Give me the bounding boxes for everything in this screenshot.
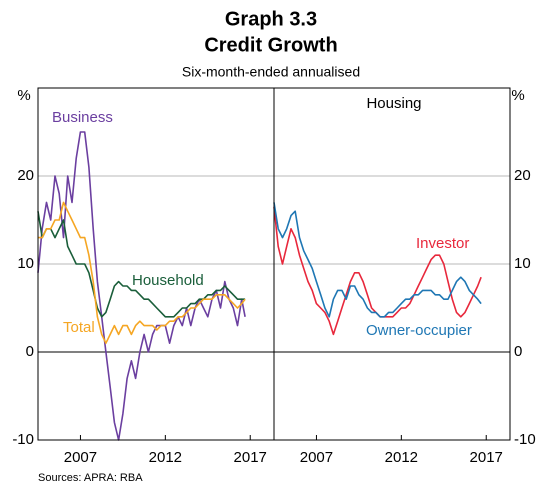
y-tick-label: 20 <box>514 167 531 184</box>
y-tick-label: 10 <box>17 255 34 272</box>
chart-note: Six-month-ended annualised <box>182 64 360 80</box>
series-label: Investor <box>416 235 469 252</box>
y-tick-label: -10 <box>514 431 536 448</box>
series-label: Owner-occupier <box>366 322 472 339</box>
x-tick-label: 2007 <box>300 449 333 466</box>
y-axis-label: % <box>17 87 30 104</box>
source: Sources: APRA: RBA <box>38 472 143 484</box>
series-label: Total <box>63 319 95 336</box>
y-tick-label: 10 <box>514 255 531 272</box>
y-tick-label: 20 <box>17 167 34 184</box>
y-tick-label: -10 <box>12 431 34 448</box>
chart-subtitle: Credit Growth <box>204 34 337 56</box>
series-label: Business <box>52 109 113 126</box>
line-series <box>37 131 246 441</box>
x-tick-label: 2017 <box>234 449 267 466</box>
y-tick-label: 0 <box>26 343 34 360</box>
x-tick-label: 2012 <box>149 449 182 466</box>
y-axis-label: % <box>511 87 524 104</box>
y-tick-label: 0 <box>514 343 522 360</box>
x-tick-label: 2007 <box>64 449 97 466</box>
line-series <box>273 202 482 318</box>
panel-title: Housing <box>366 95 421 112</box>
series-label: Household <box>132 272 204 289</box>
x-tick-label: 2017 <box>470 449 503 466</box>
x-tick-label: 2012 <box>385 449 418 466</box>
chart-title: Graph 3.3 <box>225 8 317 30</box>
line-series <box>38 201 246 344</box>
line-series <box>37 211 246 318</box>
